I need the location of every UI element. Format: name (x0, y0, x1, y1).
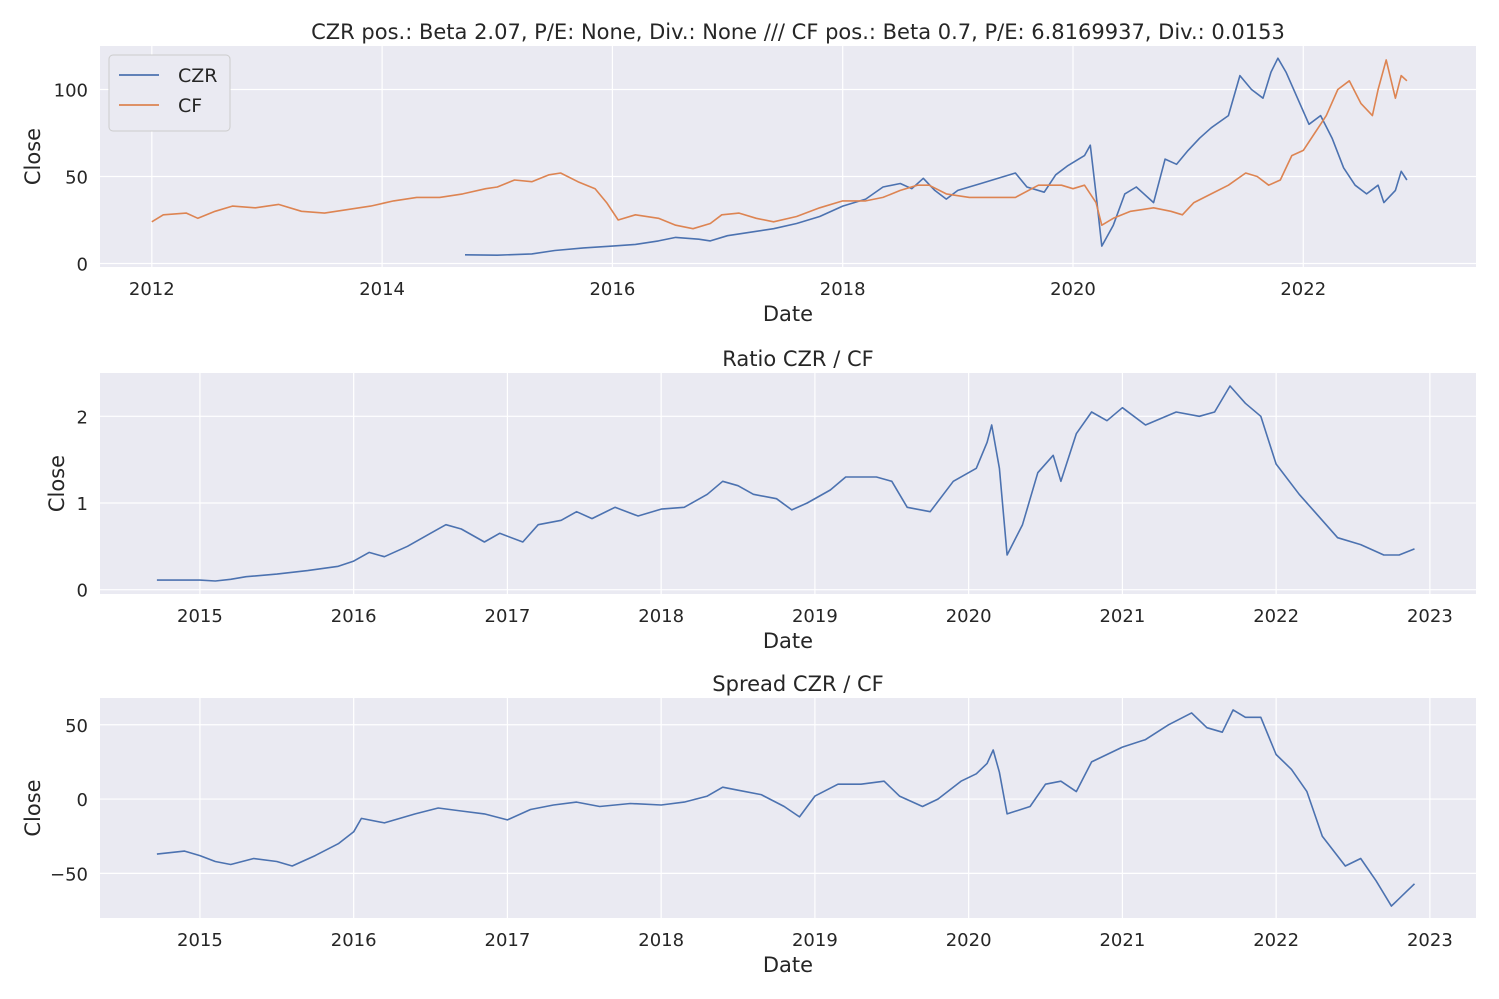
y-tick-label: 0 (77, 790, 88, 811)
y-tick-label: −50 (50, 864, 88, 885)
chart-title: CZR pos.: Beta 2.07, P/E: None, Div.: No… (311, 20, 1285, 44)
plot-area (100, 698, 1476, 918)
x-tick-label: 2015 (177, 930, 223, 951)
y-tick-label: 1 (77, 494, 88, 515)
x-tick-label: 2016 (331, 606, 377, 627)
x-tick-label: 2018 (638, 606, 684, 627)
legend-label: CF (178, 95, 202, 117)
series-line-series-1 (156, 385, 1415, 582)
series-line-series-1 (156, 709, 1416, 907)
x-tick-label: 2021 (1099, 606, 1145, 627)
x-tick-label: 2023 (1407, 930, 1453, 951)
x-axis-label: Date (763, 629, 813, 653)
x-tick-label: 2014 (359, 279, 405, 300)
x-axis-label: Date (763, 953, 813, 977)
y-tick-label: 2 (77, 407, 88, 428)
y-axis-label: Close (21, 128, 45, 185)
legend-box (108, 54, 231, 132)
x-tick-label: 2020 (946, 930, 992, 951)
x-tick-label: 2017 (485, 606, 531, 627)
y-tick-label: 100 (54, 81, 88, 102)
x-tick-label: 2022 (1280, 279, 1326, 300)
x-tick-label: 2020 (1050, 279, 1096, 300)
y-tick-label: 50 (65, 168, 88, 189)
x-tick-label: 2022 (1253, 606, 1299, 627)
x-tick-label: 2022 (1253, 930, 1299, 951)
subplot-3: 2015 2016 2017 2018 2019 2020 2021 2022 2023 −50 0… (21, 672, 1476, 977)
y-axis-label: Close (45, 455, 69, 512)
subplot-1: 2012 2014 2016 2018 2020 2022 0 50 100 CZR pos.: … (21, 20, 1476, 326)
chart-title: Spread CZR / CF (712, 672, 883, 696)
series-line-cf (151, 59, 1408, 230)
series-line-czr (464, 57, 1408, 256)
legend: CZR CF (108, 54, 231, 132)
y-tick-label: 50 (65, 716, 88, 737)
x-axis-label: Date (763, 302, 813, 326)
y-tick-label: 0 (77, 255, 88, 276)
x-tick-label: 2018 (820, 279, 866, 300)
subplot-2: 2015 2016 2017 2018 2019 2020 2021 2022 2023 0 1 2 R… (45, 347, 1476, 653)
x-tick-label: 2019 (792, 930, 838, 951)
legend-label: CZR (178, 65, 217, 87)
x-tick-label: 2023 (1407, 606, 1453, 627)
y-axis-label: Close (21, 779, 45, 836)
x-tick-label: 2017 (485, 930, 531, 951)
x-tick-label: 2016 (331, 930, 377, 951)
x-tick-label: 2020 (946, 606, 992, 627)
y-tick-label: 0 (77, 581, 88, 602)
x-tick-label: 2021 (1099, 930, 1145, 951)
chart-title: Ratio CZR / CF (722, 347, 873, 371)
x-tick-label: 2019 (792, 606, 838, 627)
x-tick-label: 2012 (129, 279, 175, 300)
x-tick-label: 2016 (589, 279, 635, 300)
plot-area (100, 373, 1476, 594)
x-tick-label: 2018 (638, 930, 684, 951)
x-tick-label: 2015 (177, 606, 223, 627)
